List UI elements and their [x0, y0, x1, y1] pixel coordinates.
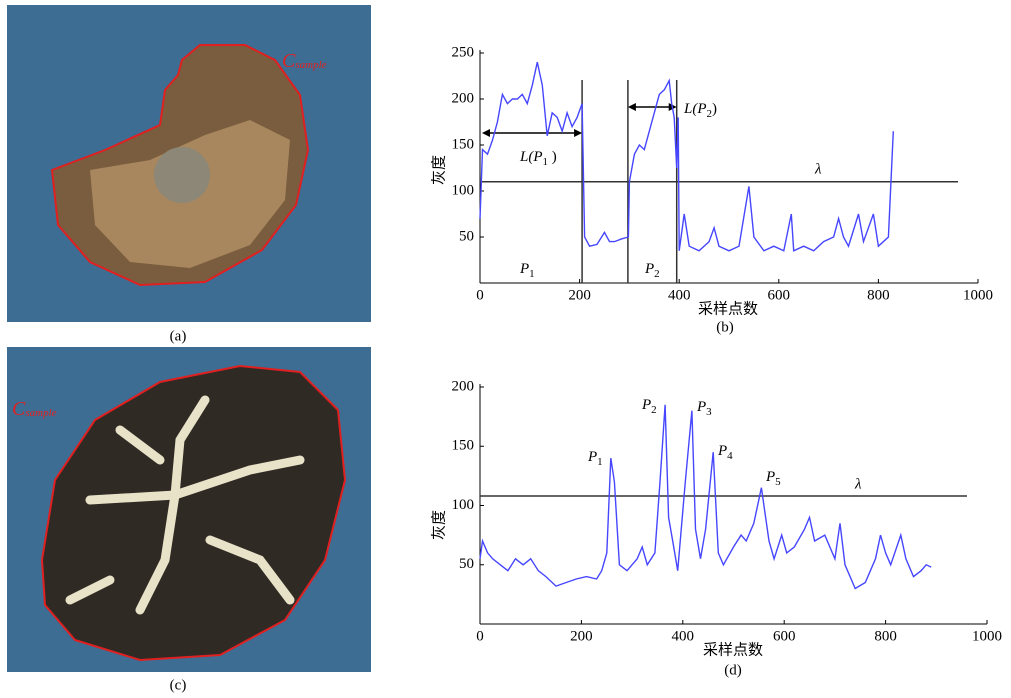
x-tick-label: 800	[867, 287, 890, 303]
caption: (d)	[724, 662, 742, 678]
contour	[40, 364, 347, 662]
annotation: L(P2)	[683, 101, 717, 119]
x-axis-label: 采样点数	[703, 641, 763, 658]
crack	[170, 395, 210, 500]
y-tick-label: 200	[452, 378, 475, 394]
annotation-text: L(P	[683, 101, 707, 117]
caption: (a)	[170, 328, 187, 344]
annotation-sub: 2	[707, 108, 713, 120]
annotation-sub: 1	[597, 456, 603, 468]
annotation-after: )	[712, 101, 717, 117]
annotation: P3	[696, 399, 712, 417]
annotation: P4	[717, 443, 733, 461]
y-tick-label: 100	[452, 497, 475, 513]
y-tick-label: 250	[452, 44, 475, 60]
annotation-text: P	[641, 397, 651, 413]
annotation-text: P	[587, 449, 597, 465]
x-axis-label: 采样点数	[698, 300, 758, 317]
annotation: P5	[765, 469, 781, 487]
crack	[65, 575, 115, 605]
annotation-text: P	[696, 399, 706, 415]
y-tick-label: 50	[459, 228, 474, 244]
annotation: L(P1 )	[519, 149, 557, 167]
caption: (c)	[170, 677, 187, 693]
annotation: P1	[587, 449, 603, 467]
x-tick-label: 400	[672, 628, 695, 644]
annotation: P2	[644, 261, 660, 279]
annotation-sub: 1	[543, 156, 549, 168]
x-tick-label: 1000	[963, 287, 993, 303]
crack	[115, 425, 165, 465]
crack	[135, 490, 180, 615]
contour	[50, 44, 310, 287]
threshold-label: λ	[814, 161, 822, 177]
annotation: P1	[519, 261, 535, 279]
x-tick-label: 400	[668, 287, 691, 303]
annotation-text: L(P	[519, 149, 543, 165]
x-tick-label: 800	[874, 628, 897, 644]
contour-label: Csample	[282, 50, 327, 72]
annotation-sub: 3	[706, 406, 712, 418]
annotation-sub: 2	[654, 268, 660, 280]
annotation-text: P	[765, 469, 775, 485]
annotation-sub: 5	[775, 476, 781, 488]
x-tick-label: 1000	[972, 628, 1002, 644]
data-line	[479, 62, 894, 252]
mushroom-cap	[42, 366, 345, 660]
crack	[85, 455, 305, 505]
x-tick-label: 200	[570, 628, 593, 644]
annotation-text: P	[717, 443, 727, 459]
annotation-sub: 4	[727, 450, 733, 462]
cap-cracks	[65, 395, 305, 615]
annotation-text: P	[644, 261, 654, 277]
y-tick-label: 200	[452, 90, 475, 106]
label-main: C	[12, 398, 26, 420]
caption: (b)	[716, 319, 734, 335]
label-sub: sample	[295, 59, 326, 71]
x-tick-label: 200	[568, 287, 591, 303]
y-tick-label: 100	[452, 182, 475, 198]
x-tick-label: 0	[476, 287, 484, 303]
y-axis-label: 灰度	[430, 155, 447, 185]
x-tick-label: 600	[773, 628, 796, 644]
threshold-label: λ	[854, 476, 862, 492]
data-line	[479, 404, 932, 590]
label-main: C	[282, 50, 296, 72]
photo-c: Csample	[7, 347, 371, 672]
y-tick-label: 50	[459, 556, 474, 572]
y-tick-label: 150	[452, 438, 475, 454]
x-tick-label: 600	[768, 287, 791, 303]
contour-label: Csample	[12, 398, 57, 420]
x-tick-label: 0	[476, 628, 484, 644]
y-axis-label: 灰度	[430, 510, 447, 540]
annotation-sub: 2	[651, 404, 657, 416]
annotation-after: )	[548, 149, 557, 165]
crack	[205, 535, 295, 605]
annotation: P2	[641, 397, 657, 415]
photo-a: Csample	[7, 5, 371, 322]
annotation-sub: 1	[529, 268, 535, 280]
label-sub: sample	[25, 407, 56, 419]
y-tick-label: 150	[452, 136, 475, 152]
stem	[154, 147, 210, 203]
annotation-text: P	[519, 261, 529, 277]
